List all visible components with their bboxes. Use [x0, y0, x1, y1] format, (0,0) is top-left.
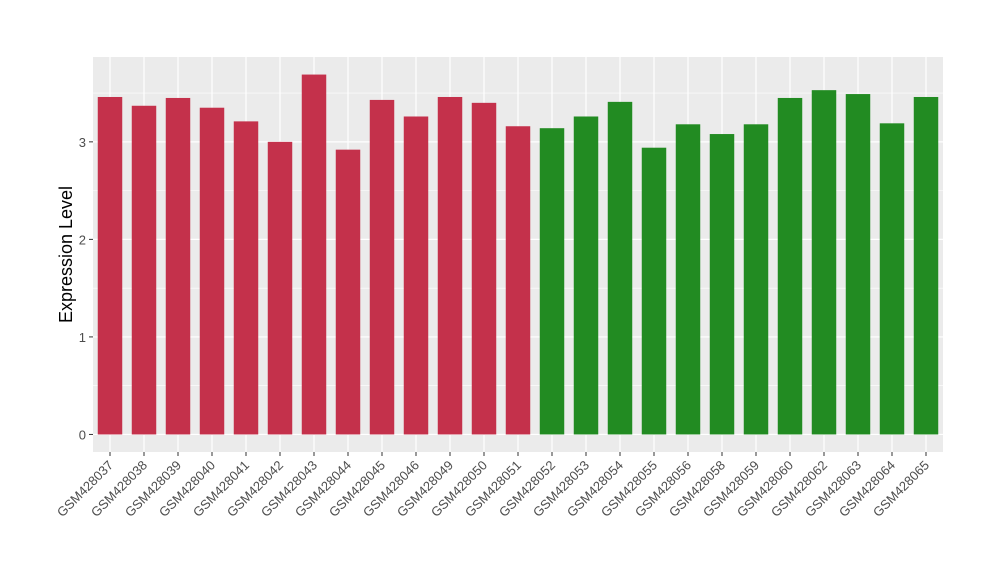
bar-GSM428044: [335, 149, 361, 435]
y-tick-label: 3: [79, 135, 86, 150]
bar-GSM428051: [505, 126, 531, 435]
bar-GSM428064: [879, 123, 905, 435]
y-tick-label: 0: [79, 427, 86, 442]
bar-GSM428052: [539, 128, 565, 435]
y-tick-label: 1: [79, 330, 86, 345]
bar-GSM428042: [267, 141, 293, 435]
y-axis-label: Expression Level: [56, 186, 76, 323]
bar-GSM428037: [97, 96, 123, 435]
bar-GSM428038: [131, 105, 157, 435]
bar-GSM428050: [471, 102, 497, 435]
bar-GSM428043: [301, 74, 327, 435]
bar-GSM428041: [233, 121, 259, 435]
bar-GSM428039: [165, 97, 191, 435]
bar-GSM428045: [369, 99, 395, 435]
bar-GSM428046: [403, 116, 429, 435]
bar-GSM428055: [641, 147, 667, 435]
y-tick-label: 2: [79, 232, 86, 247]
bar-GSM428054: [607, 101, 633, 435]
bar-GSM428060: [777, 97, 803, 435]
bar-GSM428040: [199, 107, 225, 435]
bar-GSM428053: [573, 116, 599, 435]
bar-GSM428059: [743, 124, 769, 435]
bar-GSM428049: [437, 96, 463, 435]
bar-GSM428065: [913, 96, 939, 435]
bar-GSM428063: [845, 94, 871, 435]
bar-GSM428056: [675, 124, 701, 435]
bar-GSM428058: [709, 134, 735, 435]
bar-GSM428062: [811, 90, 837, 435]
